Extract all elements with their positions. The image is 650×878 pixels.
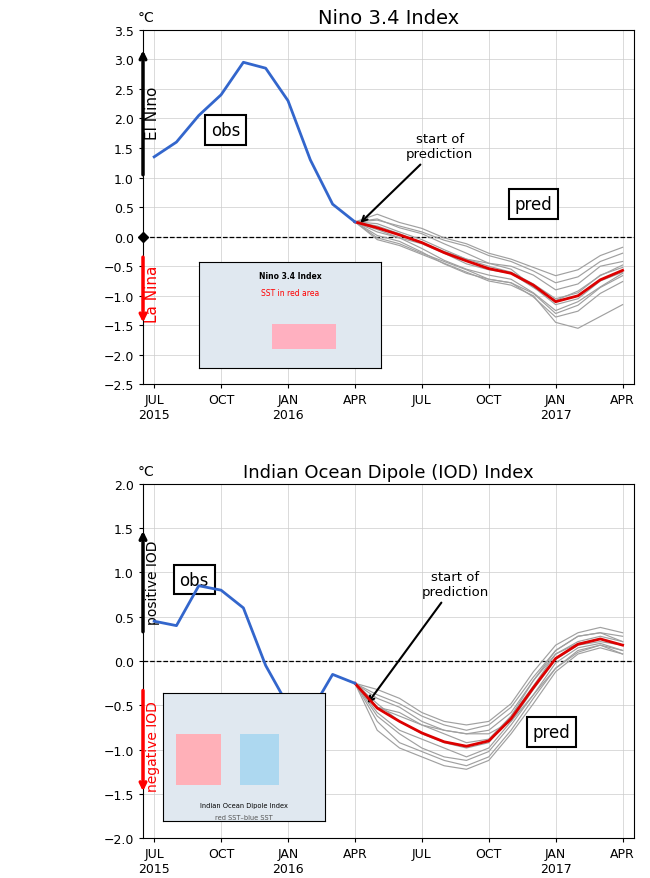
Text: positive IOD: positive IOD xyxy=(146,539,160,624)
Title: Nino 3.4 Index: Nino 3.4 Index xyxy=(318,9,459,28)
Text: °C: °C xyxy=(138,11,155,25)
Title: Indian Ocean Dipole (IOD) Index: Indian Ocean Dipole (IOD) Index xyxy=(243,464,534,481)
Text: obs: obs xyxy=(179,571,209,589)
Text: El Nino: El Nino xyxy=(145,87,160,140)
Text: pred: pred xyxy=(532,723,570,741)
Text: La Nina: La Nina xyxy=(145,265,160,322)
Text: obs: obs xyxy=(211,122,240,140)
Text: start of
prediction: start of prediction xyxy=(362,133,473,222)
Text: pred: pred xyxy=(515,196,552,214)
Text: start of
prediction: start of prediction xyxy=(369,570,489,702)
Text: °C: °C xyxy=(138,465,155,479)
Text: negative IOD: negative IOD xyxy=(146,700,160,791)
